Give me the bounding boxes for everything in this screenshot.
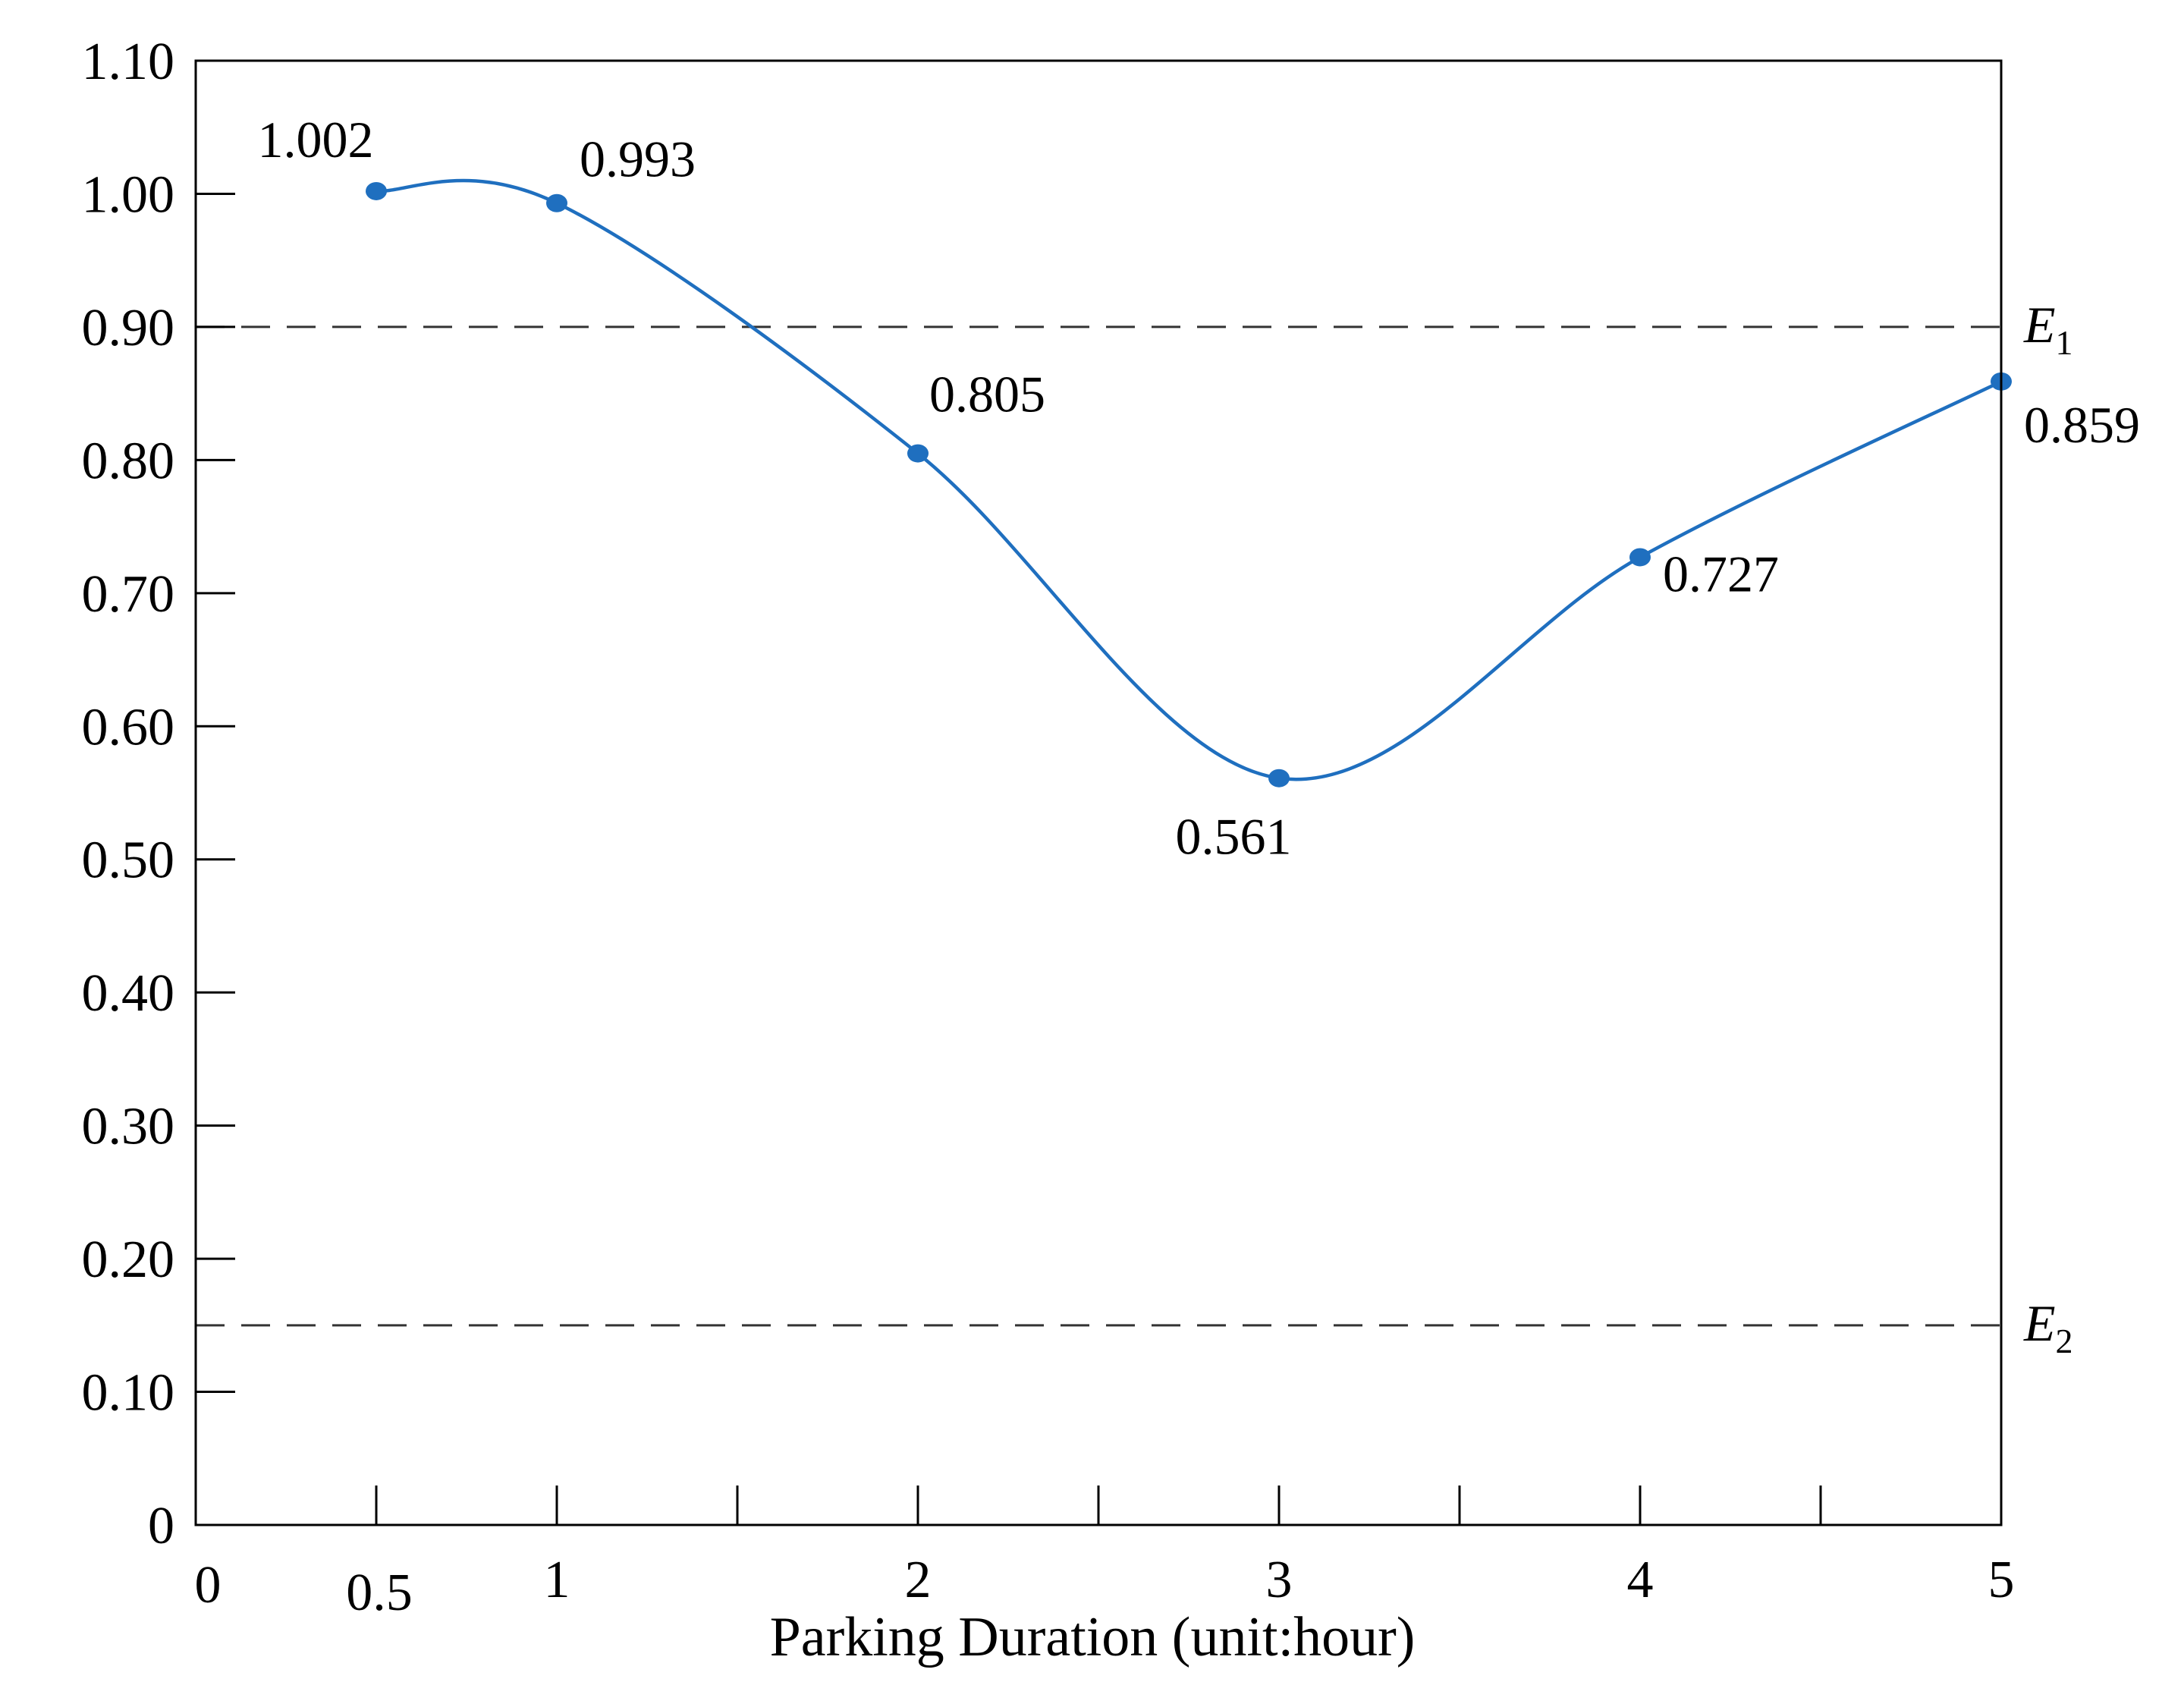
y-tick-label: 1.00 [82, 165, 175, 224]
y-tick-label: 0.50 [82, 832, 175, 890]
y-tick-label: 0.60 [82, 698, 175, 756]
reference-lines [196, 325, 2001, 1327]
x-tick-label: 3 [1266, 1551, 1293, 1609]
y-tick-label: 0 [148, 1497, 174, 1555]
data-point [1268, 769, 1290, 788]
data-label: 0.561 [1176, 808, 1292, 866]
data-label: 0.993 [580, 130, 696, 188]
data-labels: E1 E2 1.002 0.993 0.805 0.561 0.727 0.859 [258, 111, 2141, 1360]
y-tick-label: 0.20 [82, 1231, 175, 1289]
data-point [546, 193, 567, 212]
data-point [366, 181, 387, 200]
x-axis: 0 0.5 1 2 3 4 5 [195, 1486, 2015, 1622]
y-tick-label: 0.30 [82, 1098, 175, 1156]
data-label: 0.727 [1663, 545, 1779, 602]
y-tick-label: 0.40 [82, 964, 175, 1023]
y-tick-label: 0.10 [82, 1364, 175, 1423]
data-label: 0.859 [2024, 396, 2140, 454]
data-label: 0.805 [929, 366, 1045, 423]
data-point [907, 444, 929, 463]
y-tick-label: 0.90 [82, 299, 175, 357]
x-tick-label: 2 [905, 1551, 932, 1609]
data-point [1629, 548, 1651, 567]
series-line [376, 178, 2002, 781]
y-tick-label: 0.70 [82, 565, 175, 624]
reference-label-e1: E1 [2023, 296, 2073, 362]
x-axis-title: Parking Duration (unit:hour) [770, 1606, 1416, 1668]
x-tick-label: 4 [1627, 1551, 1654, 1609]
reference-label-e2: E2 [2023, 1294, 2073, 1360]
data-series [366, 178, 2012, 788]
x-tick-label: 0.5 [346, 1564, 413, 1622]
y-tick-label: 1.10 [82, 33, 175, 91]
data-label: 1.002 [258, 111, 374, 168]
y-tick-label: 0.80 [82, 432, 175, 490]
plot-frame [194, 59, 2003, 1526]
x-tick-label: 0 [195, 1556, 222, 1614]
x-tick-label: 1 [544, 1551, 570, 1609]
y-axis: 0 0.10 0.20 0.30 0.40 0.50 0.60 0.70 0.80 0.90 1.0… [82, 33, 235, 1555]
x-tick-label: 5 [1988, 1551, 2015, 1609]
